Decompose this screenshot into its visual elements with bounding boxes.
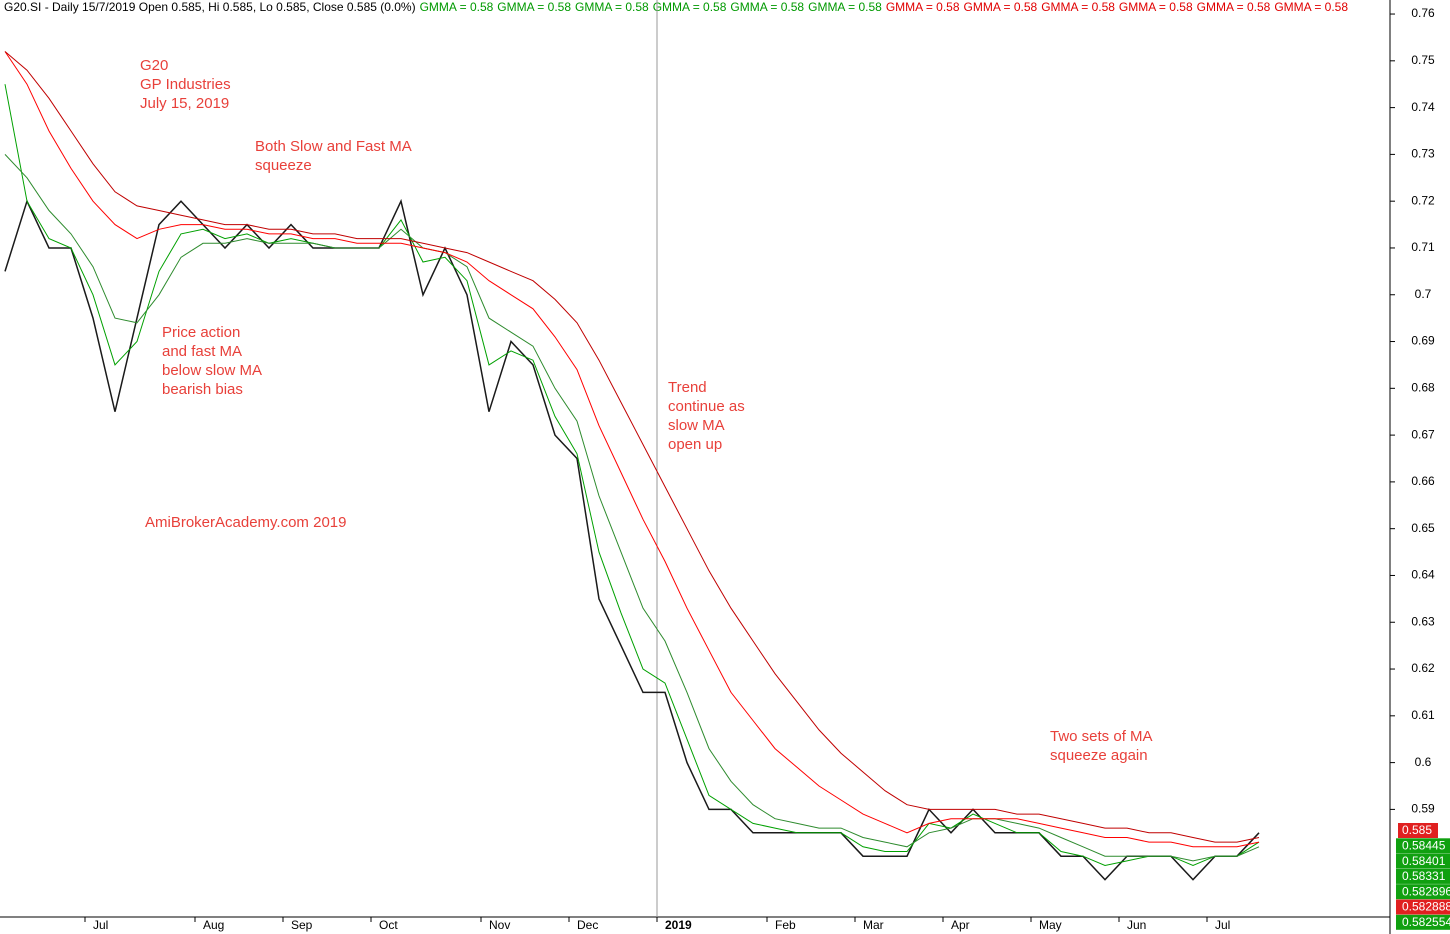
x-tick-label: Sep: [291, 918, 313, 932]
gmma-label: GMMA = 0.58: [420, 0, 494, 14]
annotation: Trend: [668, 379, 707, 396]
series-line: [4, 198, 1260, 881]
price-badge: [1398, 823, 1438, 838]
gmma-label: GMMA = 0.58: [653, 0, 727, 14]
annotation: open up: [668, 436, 722, 453]
annotation: bearish bias: [162, 381, 243, 398]
price-badge-label: 0.582888: [1402, 900, 1450, 914]
header: G20.SI - Daily 15/7/2019 Open 0.585, Hi …: [4, 0, 1348, 14]
header-text: G20.SI - Daily 15/7/2019 Open 0.585, Hi …: [4, 0, 416, 14]
y-tick-label: 0.68: [1411, 380, 1435, 394]
y-tick-label: 0.65: [1411, 521, 1435, 535]
x-tick-label: Oct: [379, 918, 398, 932]
y-tick-label: 0.73: [1411, 147, 1435, 161]
annotation: GP Industries: [140, 76, 231, 93]
annotation: Both Slow and Fast MA: [255, 138, 412, 155]
x-tick-label: Nov: [489, 918, 510, 932]
annotation: slow MA: [668, 417, 725, 434]
price-badge: [1396, 838, 1450, 854]
series-line: [4, 51, 1260, 848]
y-tick-label: 0.76: [1411, 6, 1435, 20]
price-badge-label: 0.58445: [1402, 838, 1446, 852]
annotation: G20: [140, 57, 168, 74]
annotation: squeeze: [255, 157, 312, 174]
y-tick-label: 0.63: [1411, 614, 1435, 628]
x-tick-label: 2019: [665, 918, 692, 932]
x-tick-label: May: [1039, 918, 1062, 932]
gmma-label: GMMA = 0.58: [1119, 0, 1193, 14]
y-tick-label: 0.64: [1411, 568, 1435, 582]
x-tick-label: Jul: [93, 918, 108, 932]
x-tick-label: Apr: [951, 918, 970, 932]
price-badge-label: 0.585: [1402, 823, 1432, 837]
y-tick-label: 0.61: [1411, 708, 1435, 722]
price-badge: [1396, 853, 1450, 869]
y-tick-label: 0.72: [1411, 193, 1435, 207]
y-tick-label: 0.62: [1411, 661, 1435, 675]
y-tick-label: 0.6: [1415, 755, 1432, 769]
price-badge-label: 0.58331: [1402, 869, 1446, 883]
y-tick-label: 0.66: [1411, 474, 1435, 488]
price-badge-label: 0.582896: [1402, 884, 1450, 898]
gmma-label: GMMA = 0.58: [1197, 0, 1271, 14]
x-tick-label: Jun: [1127, 918, 1146, 932]
gmma-label: GMMA = 0.58: [497, 0, 571, 14]
gmma-label: GMMA = 0.58: [1041, 0, 1115, 14]
y-tick-label: 0.59: [1411, 802, 1435, 816]
annotation: continue as: [668, 398, 745, 415]
price-badge: [1396, 868, 1450, 884]
annotation: Two sets of MA: [1050, 728, 1153, 745]
gmma-label: GMMA = 0.58: [730, 0, 804, 14]
x-tick-label: Mar: [863, 918, 884, 932]
x-tick-label: Aug: [203, 918, 224, 932]
gmma-label: GMMA = 0.58: [575, 0, 649, 14]
price-badge: [1396, 899, 1450, 915]
annotation: Price action: [162, 324, 240, 341]
x-tick-label: Dec: [577, 918, 598, 932]
price-badge: [1396, 884, 1450, 900]
y-tick-label: 0.74: [1411, 100, 1435, 114]
series-line: [4, 154, 1260, 862]
y-tick-label: 0.67: [1411, 427, 1435, 441]
series-line: [4, 51, 1260, 843]
gmma-label: GMMA = 0.58: [808, 0, 882, 14]
annotation: July 15, 2019: [140, 95, 229, 112]
y-tick-label: 0.75: [1411, 53, 1435, 67]
price-badge-label: 0.58401: [1402, 854, 1446, 868]
price-badge-label: 0.582554: [1402, 915, 1450, 929]
price-badge: [1396, 914, 1450, 930]
series-line: [4, 84, 1260, 867]
y-tick-label: 0.69: [1411, 334, 1435, 348]
gmma-label: GMMA = 0.58: [886, 0, 960, 14]
y-tick-label: 0.71: [1411, 240, 1435, 254]
annotation: and fast MA: [162, 343, 242, 360]
gmma-label: GMMA = 0.58: [1274, 0, 1348, 14]
annotation: squeeze again: [1050, 747, 1148, 764]
gmma-label: GMMA = 0.58: [964, 0, 1038, 14]
annotation: AmiBrokerAcademy.com 2019: [145, 514, 346, 531]
y-tick-label: 0.7: [1415, 287, 1432, 301]
annotation: below slow MA: [162, 362, 262, 379]
x-tick-label: Jul: [1215, 918, 1230, 932]
x-tick-label: Feb: [775, 918, 796, 932]
